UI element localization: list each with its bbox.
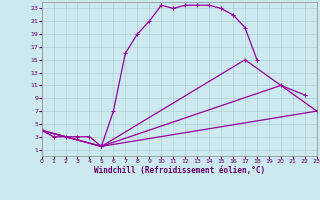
X-axis label: Windchill (Refroidissement éolien,°C): Windchill (Refroidissement éolien,°C) (94, 166, 265, 175)
